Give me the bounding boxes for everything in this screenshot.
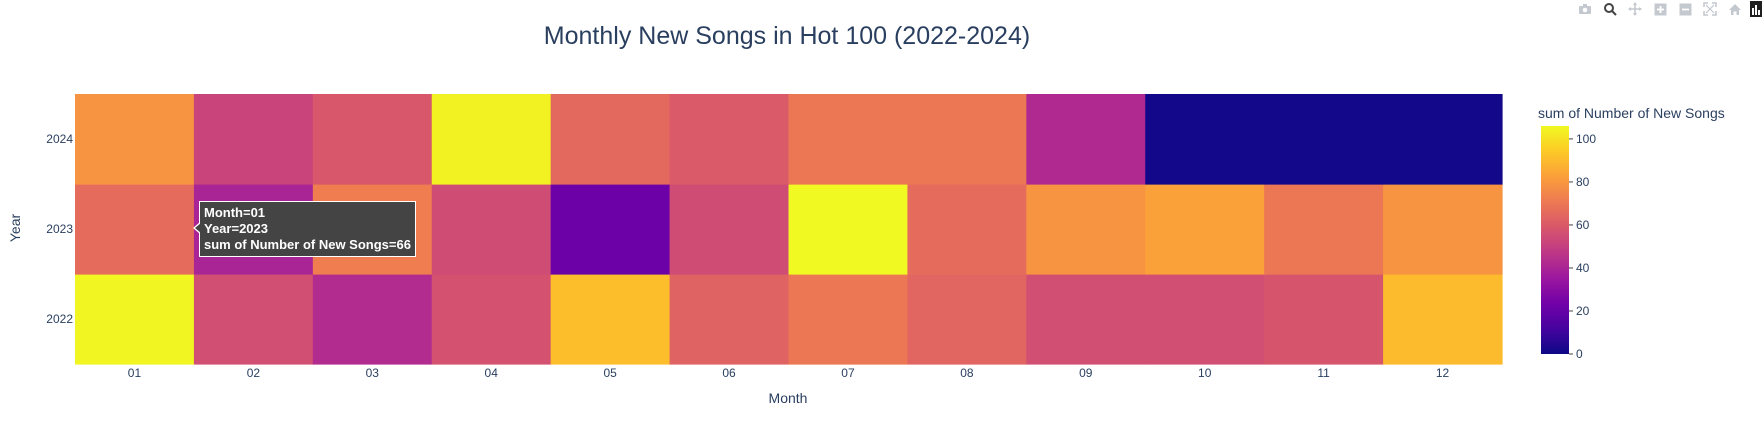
- x-tick-label: 08: [960, 366, 974, 380]
- x-tick-label: 12: [1436, 366, 1450, 380]
- heatmap-cell-2022-08[interactable]: [907, 274, 1027, 365]
- heatmap-cell-2024-09[interactable]: [1026, 94, 1146, 185]
- heatmap-cells: [75, 94, 1503, 365]
- camera-icon[interactable]: [1574, 0, 1596, 18]
- chart-title: Monthly New Songs in Hot 100 (2022-2024): [544, 22, 1030, 50]
- home-icon[interactable]: [1724, 0, 1746, 18]
- heatmap-cell-2024-06[interactable]: [669, 94, 790, 185]
- heatmap-cell-2024-11[interactable]: [1264, 94, 1384, 185]
- y-tick-label: 2022: [46, 312, 73, 326]
- x-tick-label: 09: [1079, 366, 1093, 380]
- heatmap-cell-2024-12[interactable]: [1383, 94, 1503, 185]
- tooltip-line-month: Month=01: [204, 205, 266, 220]
- x-tick-label: 01: [128, 366, 142, 380]
- colorbar-tick-label: 40: [1576, 261, 1590, 275]
- colorbar-tick-label: 60: [1576, 218, 1590, 232]
- x-tick-label: 06: [722, 366, 736, 380]
- colorbar: [1541, 126, 1569, 354]
- heatmap-cell-2024-04[interactable]: [431, 94, 552, 185]
- tooltip-arrow-inner: [195, 223, 201, 233]
- heatmap-cell-2023-06[interactable]: [669, 184, 790, 275]
- heatmap-cell-2022-02[interactable]: [193, 274, 314, 365]
- heatmap-cell-2022-11[interactable]: [1264, 274, 1384, 365]
- heatmap-cell-2024-03[interactable]: [312, 94, 433, 185]
- x-tick-label: 11: [1317, 366, 1330, 380]
- heatmap-cell-2022-05[interactable]: [550, 274, 671, 365]
- x-tick-label: 07: [841, 366, 855, 380]
- heatmap-cell-2024-01[interactable]: [75, 94, 195, 185]
- heatmap-cell-2023-12[interactable]: [1383, 184, 1503, 275]
- heatmap-cell-2023-08[interactable]: [907, 184, 1027, 275]
- x-axis-title: Month: [769, 390, 808, 406]
- x-tick-label: 02: [247, 366, 261, 380]
- colorbar-tick-label: 20: [1576, 304, 1590, 318]
- x-tick-label: 10: [1198, 366, 1212, 380]
- x-tick-label: 04: [485, 366, 499, 380]
- heatmap-cell-2022-10[interactable]: [1145, 274, 1265, 365]
- y-axis-ticks: 2022 2023 2024: [46, 132, 73, 326]
- colorbar-tick-label: 80: [1576, 175, 1590, 189]
- colorbar-title: sum of Number of New Songs: [1538, 105, 1725, 121]
- heatmap-cell-2024-05[interactable]: [550, 94, 671, 185]
- heatmap-cell-2023-07[interactable]: [788, 184, 909, 275]
- y-axis-title: Year: [7, 214, 23, 243]
- y-tick-label: 2024: [46, 132, 73, 146]
- heatmap-cell-2022-09[interactable]: [1026, 274, 1146, 365]
- heatmap-cell-2023-10[interactable]: [1145, 184, 1265, 275]
- pan-icon[interactable]: [1624, 0, 1646, 18]
- colorbar-tick-label: 100: [1576, 132, 1596, 146]
- autoscale-icon[interactable]: [1699, 0, 1721, 18]
- hover-tooltip: Month=01 Year=2023 sum of Number of New …: [193, 201, 416, 257]
- heatmap-cell-2023-04[interactable]: [431, 184, 552, 275]
- heatmap-cell-2024-02[interactable]: [193, 94, 314, 185]
- modebar: [1574, 0, 1763, 18]
- x-tick-label: 05: [603, 366, 617, 380]
- x-tick-label: 03: [366, 366, 380, 380]
- heatmap-cell-2024-07[interactable]: [788, 94, 909, 185]
- heatmap-cell-2022-07[interactable]: [788, 274, 909, 365]
- tooltip-line-value: sum of Number of New Songs=66: [204, 237, 411, 252]
- heatmap-cell-2024-08[interactable]: [907, 94, 1027, 185]
- heatmap-cell-2023-09[interactable]: [1026, 184, 1146, 275]
- colorbar-ticks: 0 20 40 60 80 100: [1569, 132, 1596, 361]
- heatmap-cell-2023-11[interactable]: [1264, 184, 1384, 275]
- heatmap-cell-2022-06[interactable]: [669, 274, 790, 365]
- zoom-icon[interactable]: [1599, 0, 1621, 18]
- zoom-in-icon[interactable]: [1649, 0, 1671, 18]
- heatmap-cell-2022-01[interactable]: [75, 274, 195, 365]
- heatmap-cell-2022-04[interactable]: [431, 274, 552, 365]
- heatmap-cell-2023-01[interactable]: [75, 184, 195, 275]
- tooltip-line-year: Year=2023: [204, 221, 268, 236]
- heatmap-cell-2022-12[interactable]: [1383, 274, 1503, 365]
- colorbar-tick-label: 0: [1576, 347, 1583, 361]
- plotly-logo-icon[interactable]: [1749, 0, 1763, 18]
- zoom-out-icon[interactable]: [1674, 0, 1696, 18]
- heatmap-cell-2023-05[interactable]: [550, 184, 671, 275]
- heatmap-cell-2022-03[interactable]: [312, 274, 433, 365]
- x-axis-ticks: 01 02 03 04 05 06 07 08 09 10 11 12: [128, 366, 1450, 380]
- heatmap-cell-2024-10[interactable]: [1145, 94, 1265, 185]
- y-tick-label: 2023: [46, 222, 73, 236]
